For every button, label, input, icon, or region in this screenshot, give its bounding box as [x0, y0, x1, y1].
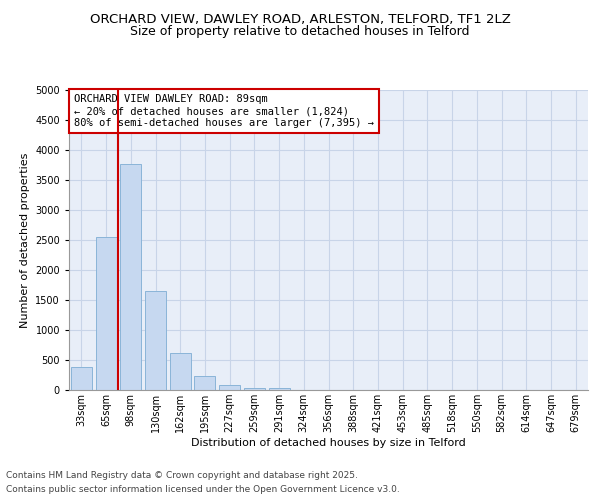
- Text: ORCHARD VIEW DAWLEY ROAD: 89sqm
← 20% of detached houses are smaller (1,824)
80%: ORCHARD VIEW DAWLEY ROAD: 89sqm ← 20% of…: [74, 94, 374, 128]
- Bar: [71, 367, 92, 390]
- Text: Contains public sector information licensed under the Open Government Licence v3: Contains public sector information licen…: [6, 485, 400, 494]
- Bar: [194, 376, 215, 390]
- X-axis label: Distribution of detached houses by size in Telford: Distribution of detached houses by size …: [191, 438, 466, 448]
- Bar: [145, 291, 166, 390]
- Y-axis label: Number of detached properties: Number of detached properties: [20, 152, 29, 328]
- Bar: [120, 164, 141, 390]
- Text: Contains HM Land Registry data © Crown copyright and database right 2025.: Contains HM Land Registry data © Crown c…: [6, 471, 358, 480]
- Bar: [219, 384, 240, 390]
- Text: ORCHARD VIEW, DAWLEY ROAD, ARLESTON, TELFORD, TF1 2LZ: ORCHARD VIEW, DAWLEY ROAD, ARLESTON, TEL…: [89, 12, 511, 26]
- Bar: [95, 237, 116, 390]
- Text: Size of property relative to detached houses in Telford: Size of property relative to detached ho…: [130, 25, 470, 38]
- Bar: [170, 353, 191, 390]
- Bar: [269, 388, 290, 390]
- Bar: [244, 388, 265, 390]
